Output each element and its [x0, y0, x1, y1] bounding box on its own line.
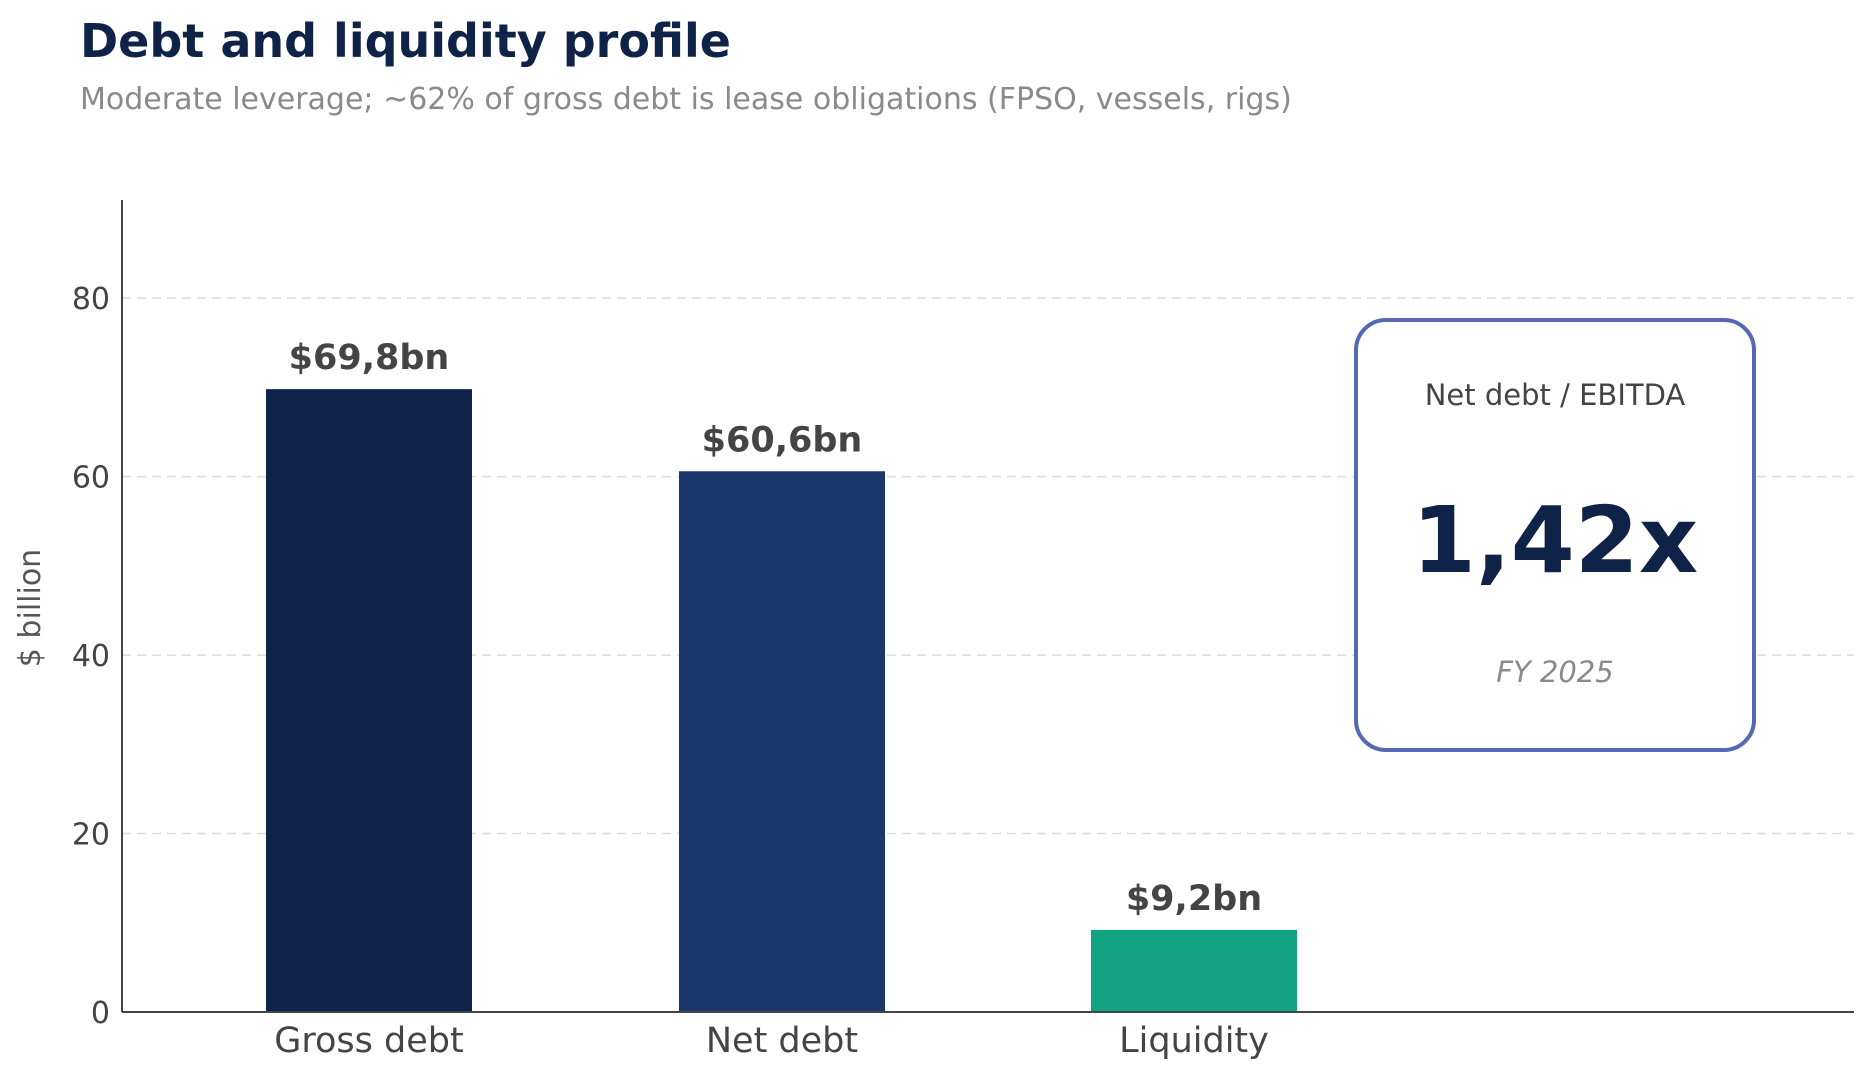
- y-axis-label: $ billion: [13, 549, 48, 667]
- chart-title: Debt and liquidity profile: [80, 14, 731, 68]
- data-label: $69,8bn: [289, 338, 450, 378]
- bars: [266, 389, 1297, 1013]
- y-tick-labels: 0 20 40 60 80: [72, 282, 110, 1031]
- bar: [266, 389, 472, 1013]
- y-tick-label: 80: [72, 282, 110, 317]
- kpi-period: FY 2025: [1496, 655, 1613, 689]
- kpi-callout: Net debt / EBITDA 1,42x FY 2025: [1354, 318, 1756, 752]
- chart-subtitle: Moderate leverage; ~62% of gross debt is…: [80, 82, 1292, 117]
- axes: [121, 200, 1854, 1013]
- x-category-label: Liquidity: [1119, 1021, 1269, 1061]
- y-tick-label: 40: [72, 639, 110, 674]
- y-tick-label: 20: [72, 818, 110, 853]
- data-label: $9,2bn: [1126, 879, 1262, 919]
- kpi-label: Net debt / EBITDA: [1425, 378, 1686, 412]
- y-tick-label: 60: [72, 461, 110, 496]
- data-label: $60,6bn: [702, 420, 863, 460]
- bar: [1091, 929, 1297, 1012]
- kpi-box: [1354, 318, 1756, 752]
- bar: [679, 471, 885, 1012]
- x-category-label: Gross debt: [274, 1021, 463, 1061]
- data-labels: $69,8bn $60,6bn $9,2bn: [289, 338, 1263, 919]
- kpi-value: 1,42x: [1412, 487, 1698, 594]
- x-category-label: Net debt: [706, 1021, 858, 1061]
- y-tick-label: 0: [91, 996, 110, 1031]
- x-category-labels: Gross debt Net debt Liquidity: [274, 1021, 1269, 1061]
